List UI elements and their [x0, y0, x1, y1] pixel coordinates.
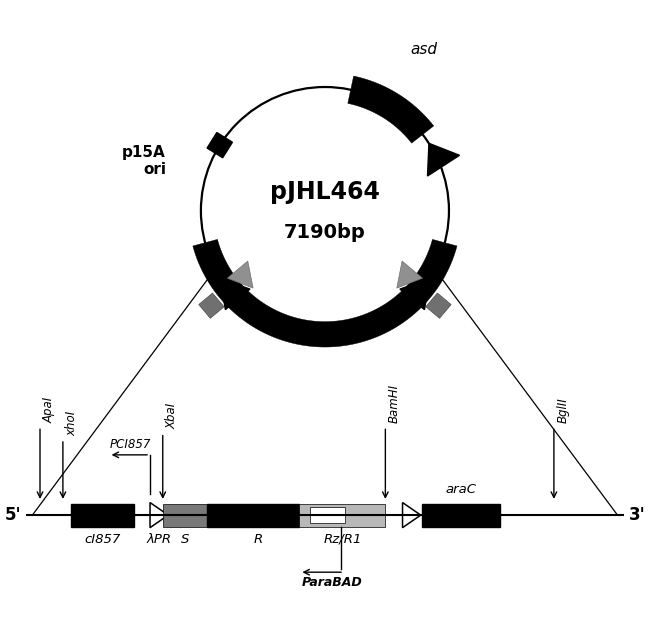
Text: asd: asd [410, 41, 437, 57]
Bar [300, 504, 385, 527]
Bar [162, 504, 207, 527]
Polygon shape [426, 293, 451, 318]
Text: ApaI: ApaI [42, 397, 55, 423]
Text: araC: araC [445, 483, 476, 496]
Bar [422, 504, 500, 527]
Polygon shape [348, 76, 434, 143]
Text: BamHI: BamHI [388, 384, 401, 423]
Text: xhoI: xhoI [66, 411, 79, 436]
Text: ParaBAD: ParaBAD [302, 576, 362, 589]
Text: S: S [181, 533, 189, 546]
Polygon shape [428, 143, 460, 176]
Text: p15A
ori: p15A ori [122, 145, 166, 177]
Text: Rz/R1: Rz/R1 [323, 533, 361, 546]
Polygon shape [227, 261, 253, 288]
Bar [217, 504, 300, 527]
Text: BglII: BglII [556, 397, 569, 423]
Polygon shape [207, 132, 233, 158]
Polygon shape [220, 279, 250, 310]
Polygon shape [400, 279, 430, 310]
Text: PCI857: PCI857 [110, 438, 151, 451]
Text: 7190bp: 7190bp [284, 224, 366, 243]
Text: XbaI: XbaI [165, 403, 178, 429]
Bar [309, 507, 344, 524]
Text: cI857: cI857 [84, 533, 120, 546]
Polygon shape [402, 503, 421, 527]
Text: λPR: λPR [146, 533, 172, 546]
Polygon shape [396, 261, 422, 288]
Polygon shape [199, 293, 224, 318]
Text: 5': 5' [5, 506, 21, 524]
Text: pJHL464: pJHL464 [270, 180, 380, 204]
Bar [207, 504, 217, 527]
Polygon shape [150, 503, 168, 527]
Text: 3': 3' [629, 506, 645, 524]
Polygon shape [193, 240, 457, 347]
Text: R: R [254, 533, 263, 546]
Bar [71, 504, 134, 527]
